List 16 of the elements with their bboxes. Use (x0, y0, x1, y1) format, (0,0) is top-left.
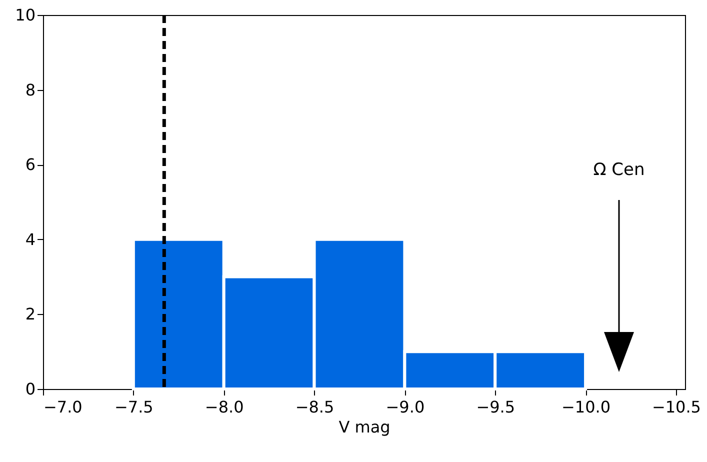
x-tick-label: −10.0 (562, 398, 611, 416)
y-tick-label: 2 (25, 304, 36, 324)
y-tick-label: 4 (25, 230, 36, 249)
x-tick-label: −10.5 (652, 398, 701, 416)
x-tick-label: −7.0 (44, 398, 82, 416)
x-tick-label: −8.5 (295, 398, 334, 416)
x-tick-label: −7.5 (114, 398, 154, 416)
y-tick-label: 8 (25, 80, 36, 100)
x-tick-label: −8.0 (204, 398, 244, 416)
annotation: Ω Cen (592, 160, 646, 180)
x-tick-label: −9.5 (476, 398, 516, 416)
x-tick-label: −9.0 (386, 398, 425, 416)
y-tick-label: 6 (25, 155, 36, 174)
y-tick-label: 10 (15, 6, 36, 24)
x-axis-title: V mag (338, 418, 390, 436)
y-tick-label: 0 (25, 380, 36, 398)
